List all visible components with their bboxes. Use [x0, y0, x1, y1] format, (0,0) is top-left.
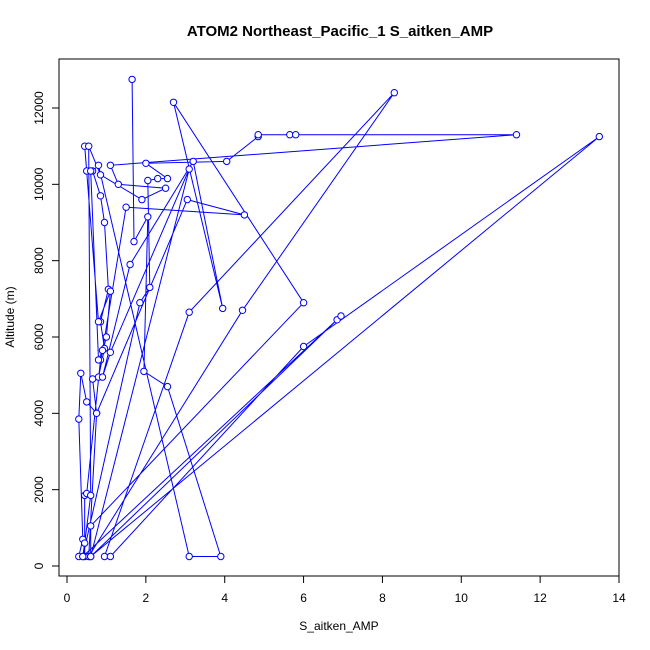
data-point — [75, 415, 83, 423]
data-point — [292, 131, 300, 139]
data-point — [106, 552, 115, 561]
data-point — [136, 299, 144, 307]
data-point — [595, 132, 603, 141]
data-point — [144, 213, 152, 221]
data-point — [106, 287, 115, 295]
x-axis: 0 2 4 6 8 10 12 14 — [64, 575, 626, 605]
data-point — [92, 409, 101, 417]
y-tick-label: 12000 — [32, 91, 46, 125]
data-point — [96, 171, 105, 179]
x-tick-label: 14 — [612, 591, 626, 605]
data-point — [87, 167, 95, 175]
x-tick-label: 2 — [143, 591, 150, 605]
x-tick-label: 0 — [64, 591, 71, 605]
data-point — [98, 373, 107, 381]
y-tick-label: 6000 — [32, 323, 46, 350]
data-point — [240, 211, 249, 219]
data-point — [185, 308, 193, 316]
x-axis-label: S_aitken_AMP — [299, 619, 378, 633]
data-point — [142, 159, 150, 168]
data-point — [106, 161, 115, 170]
y-tick-label: 2000 — [32, 476, 46, 503]
y-axis-label: Altitude (m) — [3, 286, 17, 347]
chart-title: ATOM2 Northeast_Pacific_1 S_aitken_AMP — [187, 23, 493, 40]
data-point — [87, 522, 95, 530]
data-point — [94, 318, 103, 326]
data-point — [88, 375, 97, 383]
data-point — [140, 367, 148, 376]
data-point — [217, 552, 225, 561]
data-point — [154, 174, 162, 183]
data-point — [390, 89, 398, 97]
data-points — [75, 75, 603, 561]
data-point — [128, 75, 136, 84]
x-tick-label: 12 — [533, 591, 547, 605]
data-point — [512, 131, 521, 139]
data-point — [163, 382, 172, 391]
data-point — [189, 157, 197, 166]
data-point — [219, 304, 227, 313]
data-point — [102, 333, 111, 341]
data-point — [98, 346, 107, 355]
data-point — [106, 348, 115, 356]
data-point — [299, 299, 308, 307]
data-point — [85, 142, 93, 150]
data-point — [114, 180, 123, 189]
data-point — [163, 174, 172, 183]
data-point — [146, 283, 154, 292]
data-point — [94, 356, 103, 364]
data-point — [96, 192, 105, 200]
data-point — [87, 491, 95, 500]
data-point — [87, 552, 95, 561]
data-point — [144, 176, 152, 185]
x-tick-label: 6 — [300, 591, 307, 605]
y-tick-label: 8000 — [32, 247, 46, 274]
data-point — [185, 165, 193, 173]
data-point — [238, 306, 247, 314]
data-point — [122, 203, 130, 211]
data-point — [183, 195, 192, 204]
y-tick-label: 10000 — [32, 167, 46, 201]
data-point — [223, 157, 231, 166]
data-point — [79, 552, 87, 561]
y-tick-label: 0 — [32, 562, 46, 569]
data-point — [94, 161, 103, 170]
data-point — [299, 342, 308, 351]
x-tick-label: 10 — [455, 591, 469, 605]
data-point — [126, 260, 134, 269]
y-axis: 0 2000 4000 6000 8000 10000 12000 — [32, 91, 60, 569]
data-point — [161, 184, 170, 192]
data-point — [81, 539, 89, 547]
data-point — [83, 398, 91, 406]
x-tick-label: 8 — [379, 591, 386, 605]
data-point — [77, 369, 85, 377]
data-point — [100, 218, 109, 227]
data-point — [185, 552, 193, 561]
x-tick-label: 4 — [221, 591, 228, 605]
data-point — [254, 131, 262, 139]
data-point — [169, 98, 178, 107]
y-tick-label: 4000 — [32, 400, 46, 427]
data-point — [130, 237, 138, 246]
data-point — [337, 312, 345, 320]
data-point — [138, 195, 146, 204]
